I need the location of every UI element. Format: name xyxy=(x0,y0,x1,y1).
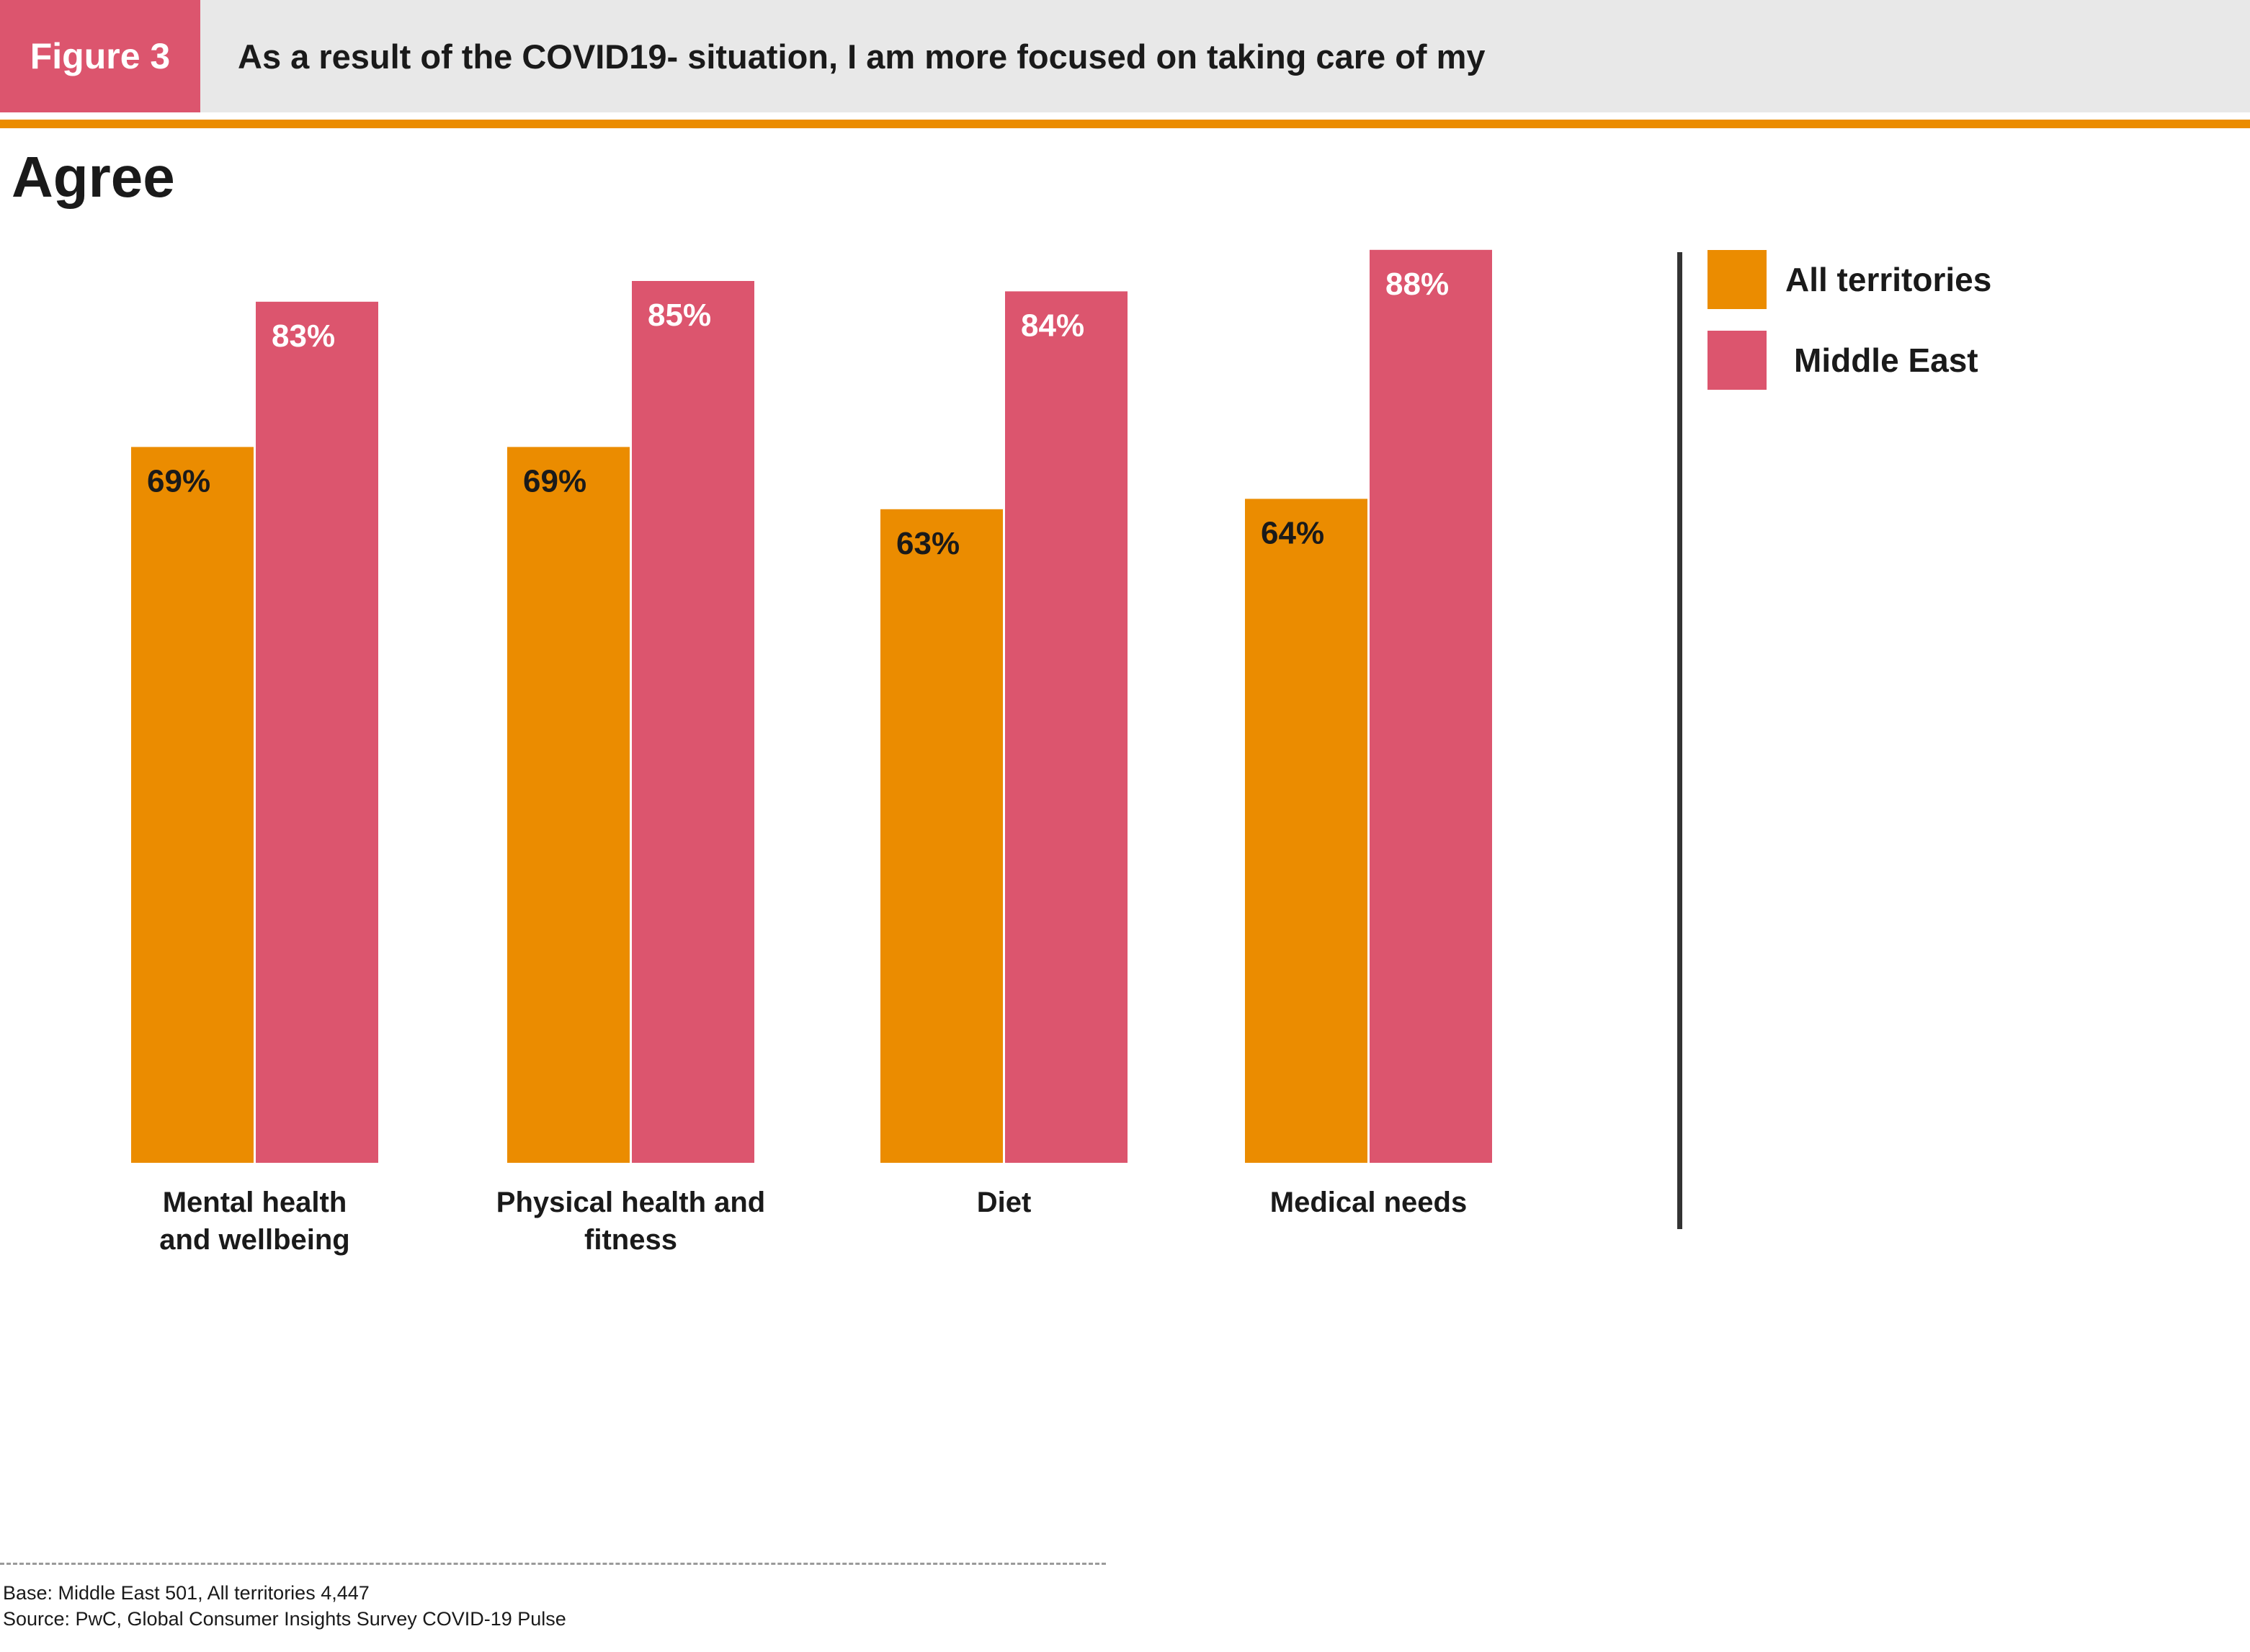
category-label-mental-health: Mental health xyxy=(163,1187,347,1218)
legend-swatch-middle-east xyxy=(1707,331,1767,390)
legend-item-all-territories: All territories xyxy=(1707,249,1991,310)
category-label-diet: Diet xyxy=(977,1187,1032,1218)
legend-label-all-territories: All territories xyxy=(1785,261,1992,298)
bar-all-territories-diet xyxy=(880,509,1003,1163)
header-divider xyxy=(0,120,2250,128)
bar-chart: 69% 83% Mental health and wellbeing 69% 85% Ph… xyxy=(131,249,1492,1256)
category-label-mental-health: and wellbeing xyxy=(159,1224,349,1256)
footer-divider xyxy=(0,1563,1106,1565)
bar-middle-east-mental-health xyxy=(256,301,378,1163)
data-label-middle-east-medical-needs: 88% xyxy=(1385,267,1449,302)
data-label-middle-east-physical-health: 85% xyxy=(648,298,711,333)
bar-middle-east-physical-health xyxy=(632,281,754,1163)
data-label-all-territories-mental-health: 69% xyxy=(147,463,210,499)
bar-all-territories-physical-health xyxy=(507,447,630,1163)
footnote-base: Base: Middle East 501, All territories 4… xyxy=(3,1582,370,1604)
footnote-source: Source: PwC, Global Consumer Insights Su… xyxy=(3,1608,566,1630)
category-label-medical-needs: Medical needs xyxy=(1270,1187,1467,1218)
data-label-middle-east-mental-health: 83% xyxy=(272,318,335,354)
legend-divider xyxy=(1677,252,1682,1229)
figure-title: As a result of the COVID19- situation, I… xyxy=(238,37,1486,76)
bar-all-territories-mental-health xyxy=(131,447,254,1163)
header-bar xyxy=(0,0,2250,112)
bar-all-territories-medical-needs xyxy=(1245,499,1367,1163)
legend-item-middle-east: Middle East xyxy=(1707,330,1978,390)
data-label-middle-east-diet: 84% xyxy=(1021,308,1084,343)
legend-swatch-all-territories xyxy=(1707,250,1767,309)
data-label-all-territories-diet: 63% xyxy=(896,526,960,561)
category-label-physical-health: fitness xyxy=(584,1224,677,1256)
chart-subtitle: Agree xyxy=(12,145,175,209)
bar-middle-east-diet xyxy=(1005,291,1128,1163)
category-label-physical-health: Physical health and xyxy=(496,1187,765,1218)
legend-label-middle-east: Middle East xyxy=(1794,341,1978,379)
figure-badge: Figure 3 xyxy=(0,0,200,112)
data-label-all-territories-physical-health: 69% xyxy=(523,463,586,499)
data-label-all-territories-medical-needs: 64% xyxy=(1261,515,1324,550)
bar-middle-east-medical-needs xyxy=(1370,249,1492,1163)
